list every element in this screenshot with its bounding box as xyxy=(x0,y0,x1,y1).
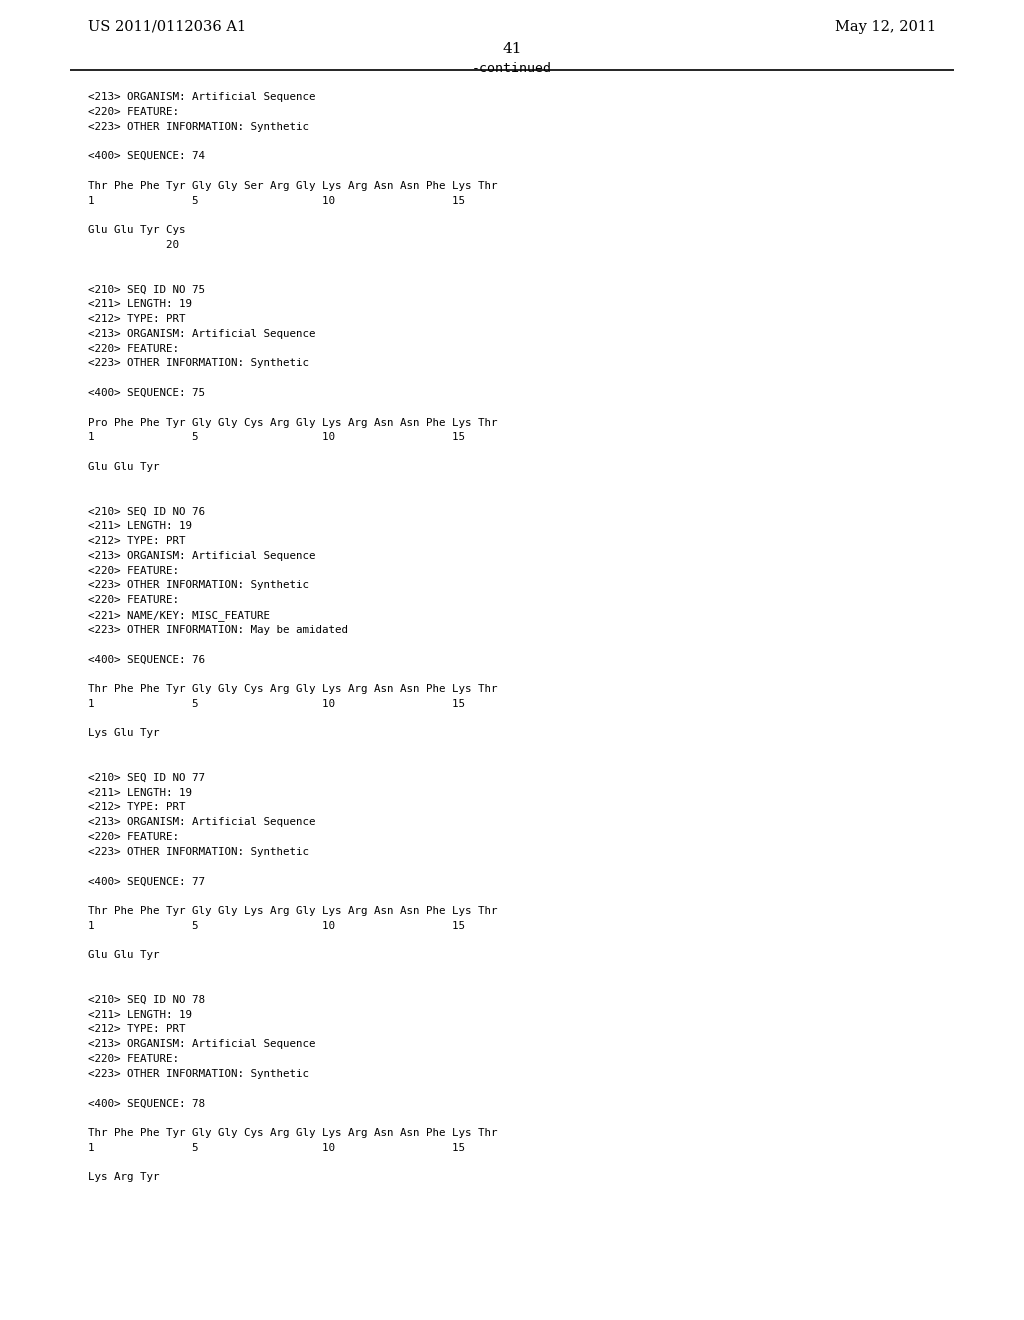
Text: <400> SEQUENCE: 76: <400> SEQUENCE: 76 xyxy=(88,655,205,664)
Text: 1               5                   10                  15: 1 5 10 15 xyxy=(88,433,465,442)
Text: -continued: -continued xyxy=(472,62,552,75)
Text: <223> OTHER INFORMATION: Synthetic: <223> OTHER INFORMATION: Synthetic xyxy=(88,1069,309,1078)
Text: <400> SEQUENCE: 78: <400> SEQUENCE: 78 xyxy=(88,1098,205,1109)
Text: 1               5                   10                  15: 1 5 10 15 xyxy=(88,1143,465,1152)
Text: <212> TYPE: PRT: <212> TYPE: PRT xyxy=(88,1024,185,1035)
Text: Glu Glu Tyr: Glu Glu Tyr xyxy=(88,462,160,473)
Text: <212> TYPE: PRT: <212> TYPE: PRT xyxy=(88,536,185,546)
Text: <220> FEATURE:: <220> FEATURE: xyxy=(88,595,179,605)
Text: <400> SEQUENCE: 77: <400> SEQUENCE: 77 xyxy=(88,876,205,887)
Text: <223> OTHER INFORMATION: Synthetic: <223> OTHER INFORMATION: Synthetic xyxy=(88,847,309,857)
Text: <210> SEQ ID NO 75: <210> SEQ ID NO 75 xyxy=(88,284,205,294)
Text: <211> LENGTH: 19: <211> LENGTH: 19 xyxy=(88,788,193,797)
Text: <220> FEATURE:: <220> FEATURE: xyxy=(88,343,179,354)
Text: <210> SEQ ID NO 76: <210> SEQ ID NO 76 xyxy=(88,507,205,516)
Text: <223> OTHER INFORMATION: Synthetic: <223> OTHER INFORMATION: Synthetic xyxy=(88,359,309,368)
Text: <210> SEQ ID NO 77: <210> SEQ ID NO 77 xyxy=(88,772,205,783)
Text: <221> NAME/KEY: MISC_FEATURE: <221> NAME/KEY: MISC_FEATURE xyxy=(88,610,270,620)
Text: Lys Arg Tyr: Lys Arg Tyr xyxy=(88,1172,160,1183)
Text: Thr Phe Phe Tyr Gly Gly Lys Arg Gly Lys Arg Asn Asn Phe Lys Thr: Thr Phe Phe Tyr Gly Gly Lys Arg Gly Lys … xyxy=(88,906,498,916)
Text: <220> FEATURE:: <220> FEATURE: xyxy=(88,832,179,842)
Text: 1               5                   10                  15: 1 5 10 15 xyxy=(88,698,465,709)
Text: Pro Phe Phe Tyr Gly Gly Cys Arg Gly Lys Arg Asn Asn Phe Lys Thr: Pro Phe Phe Tyr Gly Gly Cys Arg Gly Lys … xyxy=(88,417,498,428)
Text: Thr Phe Phe Tyr Gly Gly Cys Arg Gly Lys Arg Asn Asn Phe Lys Thr: Thr Phe Phe Tyr Gly Gly Cys Arg Gly Lys … xyxy=(88,684,498,694)
Text: <210> SEQ ID NO 78: <210> SEQ ID NO 78 xyxy=(88,995,205,1005)
Text: <213> ORGANISM: Artificial Sequence: <213> ORGANISM: Artificial Sequence xyxy=(88,1039,315,1049)
Text: Thr Phe Phe Tyr Gly Gly Cys Arg Gly Lys Arg Asn Asn Phe Lys Thr: Thr Phe Phe Tyr Gly Gly Cys Arg Gly Lys … xyxy=(88,1129,498,1138)
Text: Lys Glu Tyr: Lys Glu Tyr xyxy=(88,729,160,738)
Text: <400> SEQUENCE: 75: <400> SEQUENCE: 75 xyxy=(88,388,205,399)
Text: <220> FEATURE:: <220> FEATURE: xyxy=(88,107,179,116)
Text: 41: 41 xyxy=(502,42,522,55)
Text: <213> ORGANISM: Artificial Sequence: <213> ORGANISM: Artificial Sequence xyxy=(88,550,315,561)
Text: <212> TYPE: PRT: <212> TYPE: PRT xyxy=(88,314,185,323)
Text: May 12, 2011: May 12, 2011 xyxy=(835,20,936,34)
Text: <223> OTHER INFORMATION: May be amidated: <223> OTHER INFORMATION: May be amidated xyxy=(88,624,348,635)
Text: <220> FEATURE:: <220> FEATURE: xyxy=(88,1053,179,1064)
Text: 1               5                   10                  15: 1 5 10 15 xyxy=(88,921,465,931)
Text: <400> SEQUENCE: 74: <400> SEQUENCE: 74 xyxy=(88,152,205,161)
Text: <213> ORGANISM: Artificial Sequence: <213> ORGANISM: Artificial Sequence xyxy=(88,329,315,339)
Text: <213> ORGANISM: Artificial Sequence: <213> ORGANISM: Artificial Sequence xyxy=(88,92,315,102)
Text: 1               5                   10                  15: 1 5 10 15 xyxy=(88,195,465,206)
Text: 20: 20 xyxy=(88,240,179,249)
Text: <212> TYPE: PRT: <212> TYPE: PRT xyxy=(88,803,185,812)
Text: <220> FEATURE:: <220> FEATURE: xyxy=(88,565,179,576)
Text: <211> LENGTH: 19: <211> LENGTH: 19 xyxy=(88,521,193,531)
Text: <211> LENGTH: 19: <211> LENGTH: 19 xyxy=(88,300,193,309)
Text: <223> OTHER INFORMATION: Synthetic: <223> OTHER INFORMATION: Synthetic xyxy=(88,581,309,590)
Text: <211> LENGTH: 19: <211> LENGTH: 19 xyxy=(88,1010,193,1019)
Text: US 2011/0112036 A1: US 2011/0112036 A1 xyxy=(88,20,246,34)
Text: Glu Glu Tyr Cys: Glu Glu Tyr Cys xyxy=(88,226,185,235)
Text: <223> OTHER INFORMATION: Synthetic: <223> OTHER INFORMATION: Synthetic xyxy=(88,121,309,132)
Text: Thr Phe Phe Tyr Gly Gly Ser Arg Gly Lys Arg Asn Asn Phe Lys Thr: Thr Phe Phe Tyr Gly Gly Ser Arg Gly Lys … xyxy=(88,181,498,191)
Text: Glu Glu Tyr: Glu Glu Tyr xyxy=(88,950,160,961)
Text: <213> ORGANISM: Artificial Sequence: <213> ORGANISM: Artificial Sequence xyxy=(88,817,315,828)
